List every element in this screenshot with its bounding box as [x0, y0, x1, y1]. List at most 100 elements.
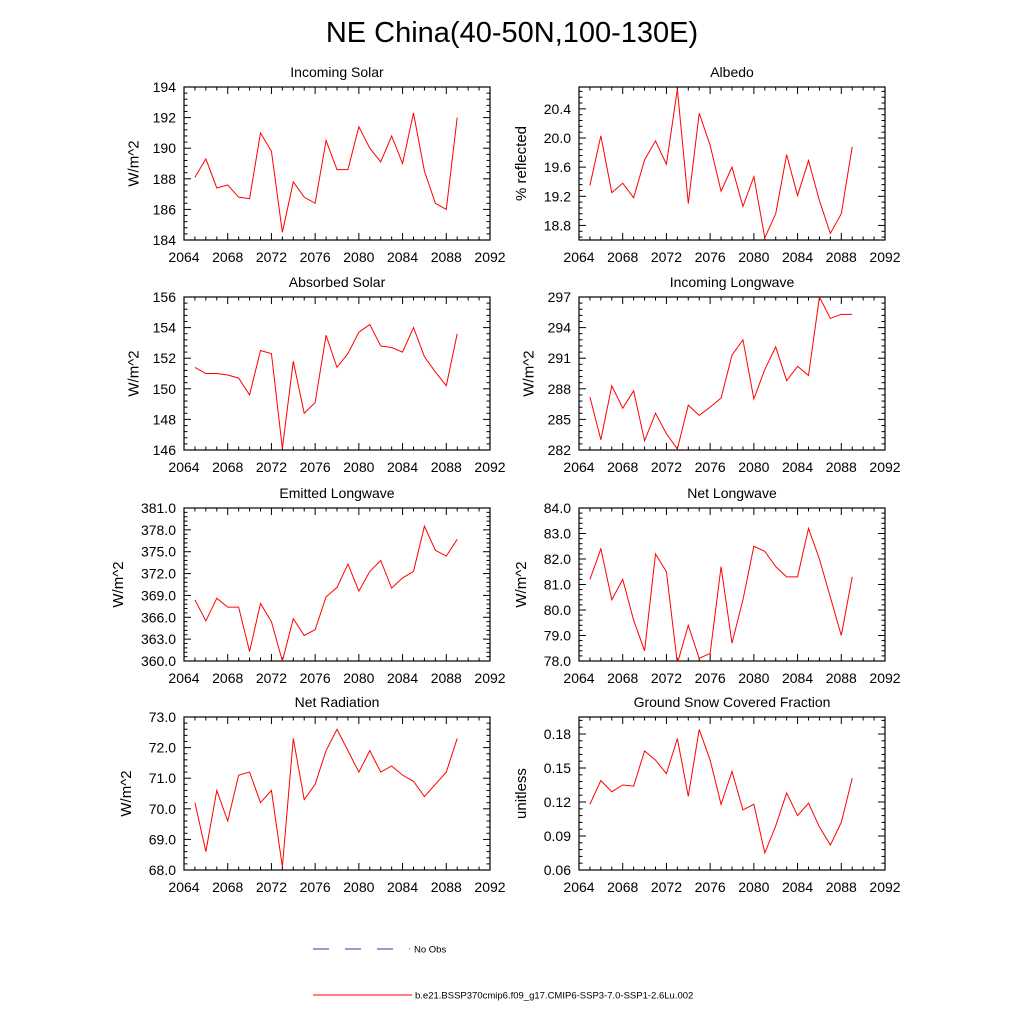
panel-title: Ground Snow Covered Fraction — [634, 694, 831, 710]
x-tick-label: 2084 — [387, 249, 418, 265]
y-axis-label: W/m^2 — [118, 770, 135, 816]
x-tick-label: 2092 — [474, 670, 505, 686]
y-tick-label: 378.0 — [141, 522, 176, 538]
x-tick-label: 2068 — [212, 670, 243, 686]
x-tick-label: 2088 — [431, 879, 462, 895]
y-tick-label: 148 — [153, 411, 177, 427]
x-tick-label: 2092 — [474, 879, 505, 895]
y-tick-label: 0.18 — [544, 726, 571, 742]
panel-title: Emitted Longwave — [279, 485, 394, 501]
x-tick-label: 2092 — [474, 459, 505, 475]
y-tick-label: 188 — [153, 171, 177, 187]
panel-3: 2064 2068 2072 2076 2080 2084 2088 2092 282 285 28… — [521, 274, 901, 475]
x-tick-label: 2080 — [343, 879, 374, 895]
y-tick-label: 184 — [153, 232, 177, 248]
y-tick-label: 372.0 — [141, 566, 176, 582]
x-tick-label: 2088 — [826, 249, 857, 265]
x-tick-label: 2092 — [869, 670, 900, 686]
panel-title: Albedo — [710, 64, 754, 80]
y-tick-label: 20.0 — [544, 130, 571, 146]
x-tick-label: 2072 — [256, 879, 287, 895]
y-tick-label: 73.0 — [149, 709, 176, 725]
x-tick-label: 2088 — [431, 459, 462, 475]
x-tick-label: 2064 — [168, 879, 199, 895]
x-tick-label: 2068 — [212, 879, 243, 895]
panel-4: 2064 2068 2072 2076 2080 2084 2088 2092 360.0 363… — [110, 485, 506, 686]
x-tick-label: 2068 — [212, 459, 243, 475]
y-axis-label: W/m^2 — [521, 350, 538, 396]
x-tick-label: 2084 — [387, 459, 418, 475]
y-tick-label: 69.0 — [149, 831, 176, 847]
plot-frame — [578, 296, 886, 451]
panel-6: 2064 2068 2072 2076 2080 2084 2088 2092 68.0 69.0… — [118, 694, 506, 895]
x-tick-label: 2080 — [343, 459, 374, 475]
y-tick-label: 18.8 — [544, 217, 571, 233]
panels: 2064 2068 2072 2076 2080 2084 2088 2092 184 186 18… — [110, 64, 901, 895]
x-tick-label: 2072 — [651, 459, 682, 475]
y-tick-label: 194 — [153, 79, 177, 95]
x-tick-label: 2076 — [695, 249, 726, 265]
y-tick-label: 152 — [153, 350, 177, 366]
y-tick-label: 0.06 — [544, 862, 571, 878]
y-tick-label: 0.12 — [544, 794, 571, 810]
y-tick-label: 70.0 — [149, 801, 176, 817]
x-tick-label: 2076 — [695, 670, 726, 686]
x-tick-label: 2080 — [738, 249, 769, 265]
x-tick-label: 2076 — [300, 670, 331, 686]
series-line — [194, 323, 458, 449]
series-line — [589, 89, 853, 240]
panel-1: 2064 2068 2072 2076 2080 2084 2088 2092 18.8 19.2… — [513, 64, 901, 265]
y-tick-label: 154 — [153, 320, 177, 336]
x-tick-label: 2076 — [300, 459, 331, 475]
panel-title: Absorbed Solar — [289, 274, 386, 290]
x-tick-label: 2092 — [474, 249, 505, 265]
panel-7: 2064 2068 2072 2076 2080 2084 2088 2092 0.06 0.09… — [513, 694, 901, 895]
y-tick-label: 78.0 — [544, 653, 571, 669]
panel-title: Incoming Solar — [290, 64, 384, 80]
x-tick-label: 2068 — [212, 249, 243, 265]
x-tick-label: 2080 — [343, 670, 374, 686]
y-axis-label: unitless — [513, 768, 530, 819]
panel-5: 2064 2068 2072 2076 2080 2084 2088 2092 78.0 79.0… — [513, 485, 901, 686]
y-tick-label: 297 — [548, 289, 572, 305]
x-tick-label: 2064 — [168, 249, 199, 265]
x-tick-label: 2076 — [695, 879, 726, 895]
y-tick-label: 0.09 — [544, 828, 571, 844]
y-tick-label: 81.0 — [544, 577, 571, 593]
panel-2: 2064 2068 2072 2076 2080 2084 2088 2092 146 148 15… — [126, 274, 506, 475]
plot-frame — [578, 716, 886, 871]
panel-0: 2064 2068 2072 2076 2080 2084 2088 2092 184 186 18… — [126, 64, 506, 265]
plot-frame — [183, 716, 491, 871]
x-tick-label: 2068 — [607, 249, 638, 265]
x-tick-label: 2064 — [168, 670, 199, 686]
y-tick-label: 80.0 — [544, 602, 571, 618]
x-tick-label: 2084 — [782, 249, 813, 265]
panel-title: Incoming Longwave — [670, 274, 795, 290]
x-tick-label: 2080 — [738, 879, 769, 895]
figure-title: NE China(40-50N,100-130E) — [326, 17, 698, 49]
y-tick-label: 71.0 — [149, 770, 176, 786]
y-tick-label: 291 — [548, 350, 572, 366]
x-tick-label: 2084 — [387, 670, 418, 686]
y-axis-label: W/m^2 — [513, 561, 530, 607]
x-tick-label: 2084 — [782, 670, 813, 686]
x-tick-label: 2072 — [651, 879, 682, 895]
x-tick-label: 2072 — [651, 670, 682, 686]
x-tick-label: 2092 — [869, 459, 900, 475]
series-line — [589, 729, 853, 855]
y-axis-label: W/m^2 — [126, 350, 143, 396]
y-axis-label: W/m^2 — [110, 561, 127, 607]
y-tick-label: 146 — [153, 442, 177, 458]
x-tick-label: 2076 — [300, 249, 331, 265]
x-tick-label: 2080 — [738, 459, 769, 475]
plot-frame — [183, 507, 491, 662]
y-tick-label: 288 — [548, 381, 572, 397]
y-tick-label: 186 — [153, 201, 177, 217]
y-axis-label: W/m^2 — [126, 140, 143, 186]
x-tick-label: 2076 — [695, 459, 726, 475]
y-tick-label: 19.2 — [544, 188, 571, 204]
y-tick-label: 294 — [548, 320, 572, 336]
y-tick-label: 150 — [153, 381, 177, 397]
y-tick-label: 369.0 — [141, 587, 176, 603]
